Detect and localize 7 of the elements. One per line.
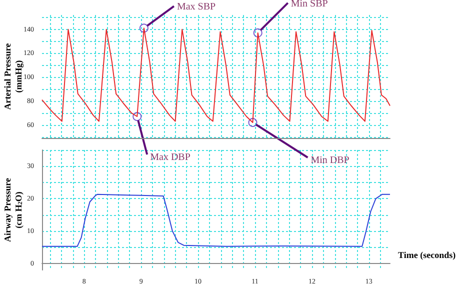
annotation: Max SBP xyxy=(176,2,216,13)
line-series xyxy=(42,194,390,247)
annotation: Max DBP xyxy=(150,152,191,164)
x-axis-title: Time (seconds) xyxy=(398,250,456,260)
annotation: Min SBP xyxy=(290,0,328,10)
y-axis-title: Arterial Pressure (mmHg) xyxy=(2,43,24,110)
annotation: Min DBP xyxy=(310,154,350,166)
